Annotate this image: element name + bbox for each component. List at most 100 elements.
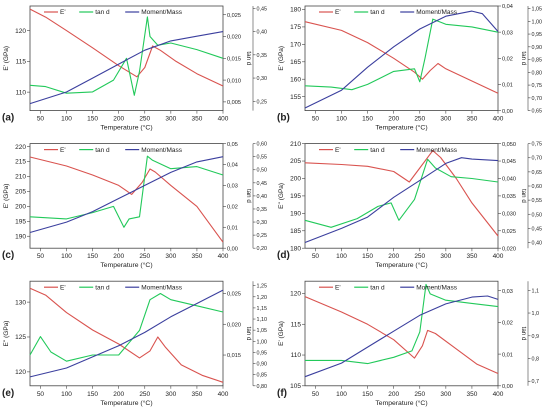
y1-axis-label: E'' (GPa) (3, 321, 10, 347)
y1-tick-label: 175 (290, 24, 301, 31)
legend-label: tan d (95, 9, 110, 16)
legend-label: E' (60, 9, 66, 16)
x-tick-label: 200 (388, 116, 399, 123)
y1-tick-label: 220 (15, 144, 26, 151)
legend-label: E' (335, 284, 341, 291)
y2-tick-label: 0,020 (227, 35, 241, 41)
legend-label: E' (60, 284, 66, 291)
y2-tick-label: 0,030 (502, 212, 516, 218)
series-E-prime-line (29, 287, 224, 383)
y1-tick-label: 190 (15, 233, 26, 240)
y3-tick-label: 0,50 (257, 168, 268, 174)
y3-tick-label: 0,8 (532, 357, 540, 363)
x-tick-label: 350 (466, 391, 477, 398)
y1-tick-label: 110 (291, 352, 302, 359)
y1-tick-label: 195 (15, 219, 26, 226)
y1-tick-label: 210 (15, 174, 26, 181)
x-axis-label: Temperature (°C) (100, 124, 152, 132)
y2-tick-label: 0,025 (227, 292, 241, 298)
y2-tick-label: 0,025 (227, 13, 241, 19)
y2-tick-label: 0,010 (227, 78, 241, 84)
y2-tick-label: 0,00 (227, 246, 238, 252)
plot-frame (304, 143, 499, 249)
y1-axis-label: E' (GPa) (3, 46, 10, 71)
y1-tick-label: 180 (290, 245, 301, 252)
y3-tick-label: 1,20 (257, 295, 268, 301)
y1-tick-label: 195 (290, 193, 301, 200)
panel-f: 50 100 150 200 250 300 350 400 Temperature (°C) 1… (277, 280, 540, 407)
y2-tick-label: 0,01 (227, 225, 238, 231)
legend-label: Moment/Mass (141, 147, 183, 154)
x-tick-label: 250 (414, 253, 425, 260)
x-axis-label: Temperature (°C) (100, 399, 152, 407)
y1-tick-label: 205 (290, 158, 301, 165)
y3-tick-label: 0,80 (532, 70, 543, 76)
plot-frame (29, 143, 224, 249)
legend-label: Moment/Mass (416, 9, 458, 16)
x-tick-label: 300 (440, 116, 451, 123)
y3-tick-label: 0,65 (532, 170, 543, 176)
x-tick-label: 100 (61, 391, 72, 398)
legend-label: Moment/Mass (141, 284, 183, 291)
panel-label: (e) (2, 388, 14, 399)
y3-tick-label: 0,45 (257, 181, 268, 187)
y2-axis-label: tan d (245, 51, 252, 65)
x-tick-label: 200 (113, 253, 124, 260)
x-tick-label: 400 (493, 391, 504, 398)
x-tick-label: 200 (113, 391, 124, 398)
x-tick-label: 50 (37, 116, 45, 123)
series-moment-mass-line (304, 295, 499, 378)
x-tick-label: 150 (362, 253, 373, 260)
y2-tick-label: 0,020 (227, 322, 241, 328)
panel-label: (d) (277, 250, 290, 261)
y1-tick-label: 155 (290, 94, 301, 101)
y3-tick-label: 0,30 (257, 76, 268, 82)
y2-axis-label: tan d (245, 327, 252, 341)
legend-label: Moment/Mass (416, 284, 458, 291)
y3-tick-label: 0,20 (257, 246, 268, 252)
y3-tick-label: 1,1 (532, 288, 540, 294)
x-tick-label: 250 (139, 116, 150, 123)
y2-tick-label: 0,020 (502, 246, 516, 252)
y2-tick-label: 0,00 (502, 109, 513, 115)
y3-tick-label: 0,35 (257, 207, 268, 213)
y2-tick-label: 0,040 (502, 177, 516, 183)
y3-tick-label: 0,75 (532, 142, 543, 148)
x-axis-label: Temperature (°C) (375, 261, 427, 269)
y3-tick-label: 1,00 (532, 19, 543, 25)
y3-tick-label: 0,90 (257, 362, 268, 368)
series-moment-mass-line (29, 156, 224, 234)
x-tick-label: 400 (218, 116, 229, 123)
x-tick-label: 300 (165, 116, 176, 123)
series-E-prime-line (29, 8, 224, 87)
x-tick-label: 350 (466, 116, 477, 123)
y1-axis-label: E'' (GPa) (278, 183, 285, 209)
y2-tick-label: 0,04 (227, 163, 238, 169)
y2-tick-label: 0,045 (502, 159, 516, 165)
y2-tick-label: 0,025 (502, 229, 516, 235)
x-tick-label: 50 (312, 116, 320, 123)
x-tick-label: 400 (493, 116, 504, 123)
y3-tick-label: 0,50 (532, 212, 543, 218)
y3-tick-label: 0,45 (257, 6, 268, 12)
y3-tick-label: 1,05 (532, 7, 543, 13)
x-tick-label: 150 (87, 253, 98, 260)
y3-tick-label: 1,10 (257, 317, 268, 323)
y3-tick-label: 0,85 (532, 58, 543, 64)
x-tick-label: 150 (362, 116, 373, 123)
x-tick-label: 200 (388, 391, 399, 398)
legend-label: Moment/Mass (141, 9, 183, 16)
x-tick-label: 50 (37, 253, 45, 260)
series-moment-mass-line (304, 10, 499, 109)
series-tan-d-line (29, 292, 224, 362)
series-tan-d-line (304, 158, 499, 228)
y1-tick-label: 190 (290, 211, 301, 218)
y3-tick-label: 0,55 (532, 198, 543, 204)
y1-axis-label: E' (GPa) (278, 321, 285, 346)
y3-tick-label: 0,85 (257, 373, 268, 379)
plot-frame (304, 280, 499, 387)
y2-tick-label: 0,02 (502, 321, 513, 327)
x-tick-label: 150 (87, 116, 98, 123)
panel-c: 50 100 150 200 250 300 350 400 Temperature (°C) 1… (2, 142, 267, 270)
